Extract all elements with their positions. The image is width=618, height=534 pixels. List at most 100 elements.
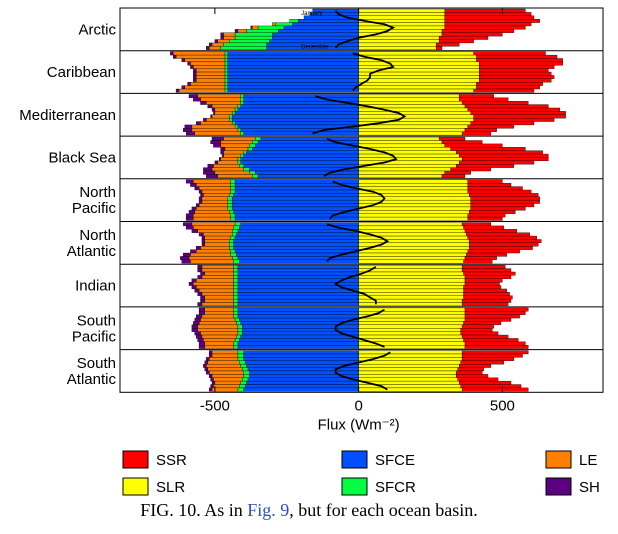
region-label-line: Atlantic: [67, 243, 117, 260]
bar-black-sea-sh-m7: [219, 157, 221, 162]
bar-mediterranean-ssr-m11: [464, 128, 497, 132]
bar-black-sea-sh-m4: [220, 147, 226, 151]
legend-label-sfce: SFCE: [375, 452, 415, 469]
bar-indian-ssr-m12: [461, 302, 509, 307]
bar-north-pacific-sfcr-m9: [227, 206, 233, 211]
bar-south-atlantic-sfcr-m1: [237, 350, 244, 355]
bar-north-pacific-sh-m6: [198, 196, 203, 201]
bar-arctic-sh-m8: [220, 32, 224, 37]
net-flux-line-mediterranean: [312, 95, 407, 135]
caption-prefix: FIG. 10. As in: [140, 500, 248, 520]
bar-south-pacific-sh-m7: [191, 328, 198, 332]
bar-south-atlantic-ssr-m6: [457, 367, 484, 372]
bar-caribbean-sfce-m5: [227, 65, 359, 69]
bar-caribbean-le-m12: [178, 88, 226, 93]
bar-north-pacific-sfcr-m5: [229, 193, 234, 197]
net-flux-line-north-pacific: [329, 180, 386, 220]
bar-north-atlantic-sfce-m3: [237, 229, 359, 233]
bar-north-pacific-sh-m5: [200, 193, 204, 197]
legend-swatch-sh: [545, 477, 572, 496]
bar-indian-sh-m2: [197, 268, 203, 273]
bar-north-atlantic-ssr-m8: [469, 246, 533, 250]
bar-south-atlantic-sh-m8: [208, 374, 213, 378]
bar-south-atlantic-ssr-m5: [459, 363, 492, 368]
bar-north-atlantic-sh-m2: [185, 225, 194, 230]
bar-north-pacific-sfce-m5: [233, 193, 359, 197]
bar-mediterranean-sh-m3: [200, 101, 207, 105]
bar-south-pacific-sh-m12: [198, 345, 205, 349]
bar-north-atlantic-sh-m9: [190, 249, 197, 254]
bar-mediterranean-sfcr-m11: [237, 128, 241, 132]
bar-mediterranean-le-m7: [211, 114, 230, 119]
net-flux-line-north-atlantic: [326, 223, 390, 263]
bar-indian-slr-m9: [358, 292, 464, 296]
bar-black-sea-ssr-m8: [459, 160, 535, 165]
bar-caribbean-sfce-m2: [227, 54, 359, 59]
bar-indian-le-m2: [201, 268, 234, 273]
bar-north-pacific-sfcr-m8: [227, 203, 233, 208]
bar-north-atlantic-sh-m5: [201, 235, 205, 240]
bar-north-pacific-le-m6: [201, 196, 228, 201]
bar-south-pacific-ssr-m1: [464, 307, 529, 312]
bar-north-pacific-le-m1: [193, 179, 231, 184]
bar-north-pacific-sfcr-m12: [230, 216, 236, 221]
caption-link[interactable]: Fig. 9: [247, 500, 290, 520]
bar-south-atlantic-le-m11: [213, 384, 240, 389]
bar-indian-sfcr-m4: [233, 275, 239, 279]
bar-south-atlantic-ssr-m1: [461, 350, 529, 355]
bar-south-atlantic-sh-m5: [203, 363, 207, 368]
bar-south-pacific-slr-m1: [358, 307, 466, 312]
bar-caribbean-ssr-m3: [476, 58, 563, 63]
bar-caribbean-sfce-m10: [227, 82, 359, 86]
bar-south-atlantic-sfcr-m9: [242, 377, 249, 382]
bar-caribbean-ssr-m2: [476, 54, 558, 59]
x-tick-label: 0: [354, 397, 362, 414]
bar-black-sea-le-m9: [213, 164, 240, 168]
bar-north-pacific-ssr-m8: [470, 203, 535, 208]
bar-mediterranean-slr-m2: [358, 97, 460, 102]
bar-caribbean-ssr-m11: [476, 85, 540, 90]
bar-arctic-le-m8: [223, 32, 236, 37]
x-axis: -500 0 500 Flux (Wm⁻²): [200, 8, 515, 433]
bar-north-atlantic-sh-m8: [196, 246, 201, 250]
bar-indian-sfcr-m3: [233, 271, 239, 276]
bar-south-atlantic-sfcr-m2: [237, 353, 244, 358]
bar-black-sea-ssr-m11: [444, 170, 471, 175]
bar-black-sea-le-m11: [214, 170, 250, 175]
bar-mediterranean-ssr-m9: [470, 121, 535, 126]
bar-black-sea-sh-m8: [214, 160, 218, 165]
bar-mediterranean-sfcr-m10: [234, 124, 239, 129]
bar-arctic-sfce-m6: [283, 25, 359, 30]
bar-caribbean-le-m3: [184, 58, 226, 63]
bar-mediterranean-sfce-m6: [234, 111, 359, 115]
bar-north-atlantic-ssr-m4: [466, 232, 530, 237]
bar-caribbean-sfce-m3: [227, 58, 359, 63]
bar-indian-sh-m8: [194, 288, 200, 293]
bar-north-atlantic-sfce-m5: [234, 235, 359, 240]
bar-indian-le-m6: [193, 281, 234, 286]
bar-north-pacific-slr-m10: [358, 210, 470, 214]
bar-north-pacific-sh-m10: [188, 210, 195, 214]
bar-south-pacific-sfcr-m7: [237, 328, 243, 332]
bar-south-atlantic-ssr-m3: [461, 357, 515, 361]
bar-south-pacific-le-m1: [204, 307, 234, 312]
bar-north-pacific-sh-m12: [185, 216, 194, 221]
bar-arctic-ssr-m4: [444, 18, 540, 23]
bar-south-pacific-le-m4: [200, 317, 236, 322]
bar-black-sea-slr-m7: [358, 157, 463, 162]
net-flux-line-black-sea: [323, 137, 398, 177]
bar-north-pacific-sfcr-m10: [229, 210, 234, 214]
bar-mediterranean-ssr-m2: [459, 97, 509, 102]
bar-south-atlantic-slr-m7: [358, 370, 457, 375]
bar-indian-le-m3: [204, 271, 234, 276]
bar-mediterranean-sfcr-m1: [240, 94, 244, 98]
bar-mediterranean-slr-m11: [358, 128, 466, 132]
bar-black-sea-slr-m2: [358, 140, 443, 145]
bar-south-pacific-slr-m3: [358, 314, 466, 319]
bar-mediterranean-ssr-m3: [461, 101, 529, 105]
bar-south-atlantic-sfcr-m7: [243, 370, 250, 375]
bar-south-pacific-le-m5: [198, 321, 237, 326]
bar-mediterranean-sh-m11: [183, 128, 193, 132]
bar-indian-sh-m5: [191, 278, 197, 283]
bar-north-pacific-sfcr-m6: [227, 196, 233, 201]
